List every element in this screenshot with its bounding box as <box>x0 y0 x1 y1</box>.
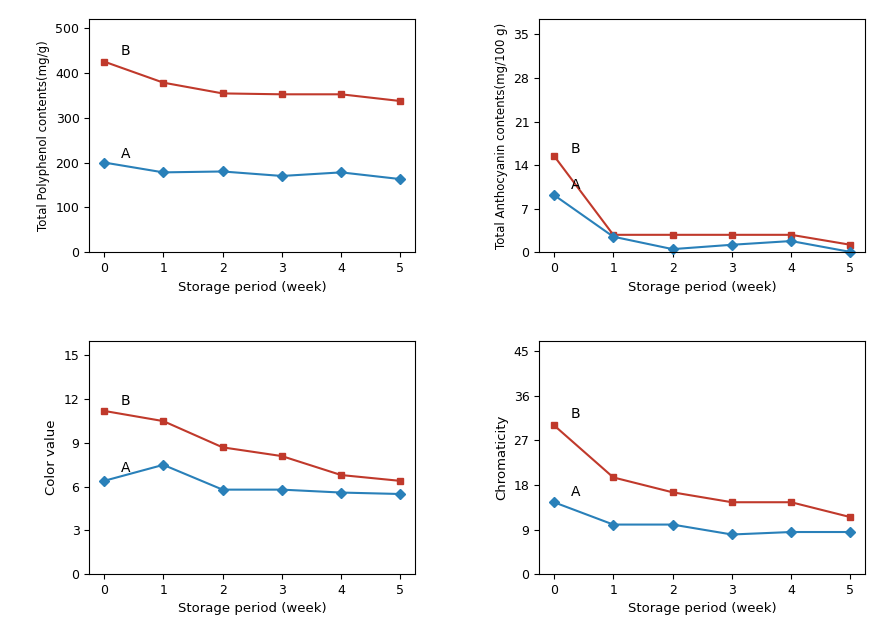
X-axis label: Storage period (week): Storage period (week) <box>628 281 777 293</box>
Text: B: B <box>571 407 580 421</box>
Text: B: B <box>120 44 130 58</box>
Text: B: B <box>120 394 130 408</box>
Text: A: A <box>571 178 580 192</box>
Y-axis label: Total Anthocyanin contents(mg/100 g): Total Anthocyanin contents(mg/100 g) <box>495 23 508 249</box>
Y-axis label: Total Polyphenol contents(mg/g): Total Polyphenol contents(mg/g) <box>37 40 50 231</box>
Text: A: A <box>120 461 130 475</box>
Y-axis label: Chromaticity: Chromaticity <box>495 415 508 500</box>
X-axis label: Storage period (week): Storage period (week) <box>628 603 777 615</box>
Text: B: B <box>571 142 580 156</box>
X-axis label: Storage period (week): Storage period (week) <box>178 603 326 615</box>
X-axis label: Storage period (week): Storage period (week) <box>178 281 326 293</box>
Text: A: A <box>571 485 580 498</box>
Text: A: A <box>120 147 130 161</box>
Y-axis label: Color value: Color value <box>45 420 58 495</box>
